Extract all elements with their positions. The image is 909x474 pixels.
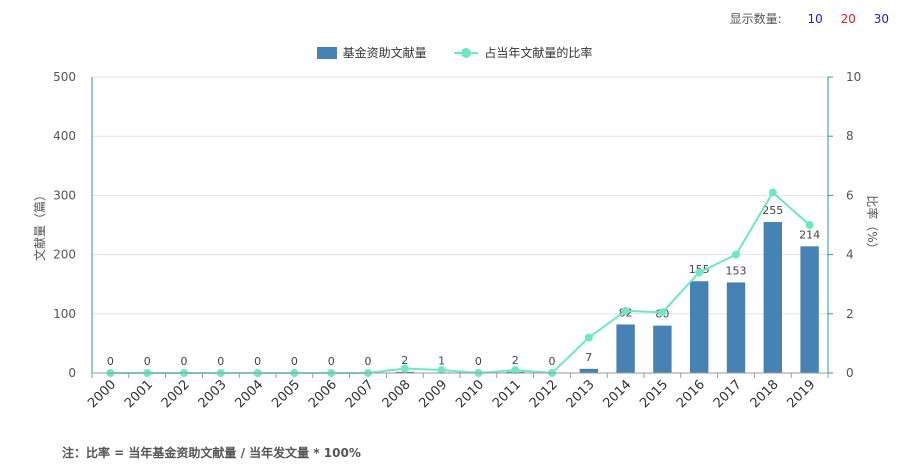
x-tick-label: 2010 <box>453 377 487 411</box>
bar-value-label: 153 <box>726 264 747 277</box>
bar-value-label: 2 <box>401 354 408 367</box>
x-tick-label: 2016 <box>674 377 708 411</box>
x-tick-label: 2004 <box>232 377 266 411</box>
ratio-point <box>437 366 446 375</box>
y2-tick-label: 6 <box>846 188 854 202</box>
x-tick-label: 2002 <box>159 377 193 411</box>
bar <box>579 368 598 373</box>
footnote: 注：比率 = 当年基金资助文献量 / 当年发文量 * 100% <box>62 446 361 460</box>
bar-value-label: 0 <box>181 355 188 368</box>
legend-item-line[interactable]: 占当年文献量的比率 <box>454 44 592 61</box>
ratio-point <box>695 268 704 277</box>
x-tick-label: 2003 <box>196 377 230 411</box>
ratio-point <box>768 188 777 197</box>
x-tick-label: 2015 <box>637 377 671 411</box>
y-tick-label: 300 <box>53 188 76 202</box>
bar <box>763 222 782 373</box>
bar <box>653 325 672 373</box>
y-tick-label: 0 <box>68 366 76 380</box>
bar-value-label: 0 <box>254 355 261 368</box>
bar-value-label: 0 <box>475 355 482 368</box>
bar-value-label: 214 <box>799 228 820 241</box>
legend-line-swatch <box>454 47 479 59</box>
bar-value-label: 0 <box>217 355 224 368</box>
grid-lines <box>92 76 828 315</box>
bar-value-label: 0 <box>365 355 372 368</box>
x-tick-label: 2013 <box>564 377 598 411</box>
bar-value-label: 2 <box>512 354 519 367</box>
display-count-30[interactable]: 30 <box>873 12 889 26</box>
bar <box>726 282 746 373</box>
bar-value-label: 1 <box>438 354 445 367</box>
ratio-point <box>732 250 740 259</box>
bar <box>800 246 819 373</box>
y-tick-label: 100 <box>53 307 76 321</box>
ratio-point <box>658 308 667 317</box>
x-tick-label: 2006 <box>306 377 340 411</box>
bar-value-label: 0 <box>291 355 298 368</box>
ratio-point <box>805 221 814 229</box>
x-tick-label: 2009 <box>416 377 450 411</box>
x-tick-label: 2012 <box>527 377 561 411</box>
y2-tick-label: 0 <box>846 366 854 380</box>
legend-line-label: 占当年文献量的比率 <box>484 46 593 60</box>
bar <box>616 324 635 373</box>
ratio-point <box>400 364 409 373</box>
y2-tick-label: 2 <box>846 307 854 321</box>
y2-tick-label: 10 <box>846 70 861 84</box>
x-tick-label: 2001 <box>122 377 156 411</box>
display-count-10[interactable]: 10 <box>807 12 823 26</box>
bar-value-label: 0 <box>549 355 556 368</box>
x-tick-label: 2008 <box>380 377 414 411</box>
chart-legend: 基金资助文献量 占当年文献量的比率 <box>0 44 909 62</box>
y2-tick-label: 8 <box>846 129 854 143</box>
bar-value-label: 0 <box>107 355 114 368</box>
legend-item-bar[interactable]: 基金资助文献量 <box>316 44 427 61</box>
x-tick-label: 2007 <box>343 377 377 411</box>
y-tick-label: 200 <box>53 248 76 262</box>
bar-series: 000000002102078280155153255214 <box>107 204 820 373</box>
y2-axis-label: 比率（%） <box>865 195 880 254</box>
bar <box>690 281 709 373</box>
x-tick-label: 2019 <box>784 377 818 411</box>
display-count-20[interactable]: 20 <box>840 12 856 26</box>
x-tick-label: 2005 <box>269 377 303 411</box>
ratio-point <box>621 306 630 315</box>
bar-value-label: 0 <box>144 355 151 368</box>
y-tick-label: 500 <box>53 70 76 84</box>
ratio-point <box>511 366 520 375</box>
y2-tick-label: 4 <box>846 248 854 262</box>
y-axis-label: 文献量（篇） <box>32 189 47 261</box>
legend-bar-label: 基金资助文献量 <box>342 46 427 60</box>
x-tick-label: 2000 <box>85 377 119 411</box>
x-tick-label: 2017 <box>711 377 745 411</box>
legend-bar-swatch <box>316 46 337 59</box>
ratio-point <box>584 333 593 342</box>
y-tick-label: 400 <box>53 129 76 143</box>
bar-value-label: 255 <box>762 204 783 217</box>
bar-value-label: 0 <box>328 355 335 368</box>
bar-value-label: 7 <box>585 351 592 364</box>
display-count-label: 显示数量: <box>729 12 782 26</box>
display-count-selector: 显示数量: 10 20 30 <box>730 10 889 27</box>
x-tick-label: 2018 <box>748 377 782 411</box>
x-tick-label: 2011 <box>490 377 524 411</box>
chart-svg: 000000002102078280155153255214 010020030… <box>32 70 880 411</box>
x-tick-label: 2014 <box>600 377 634 411</box>
